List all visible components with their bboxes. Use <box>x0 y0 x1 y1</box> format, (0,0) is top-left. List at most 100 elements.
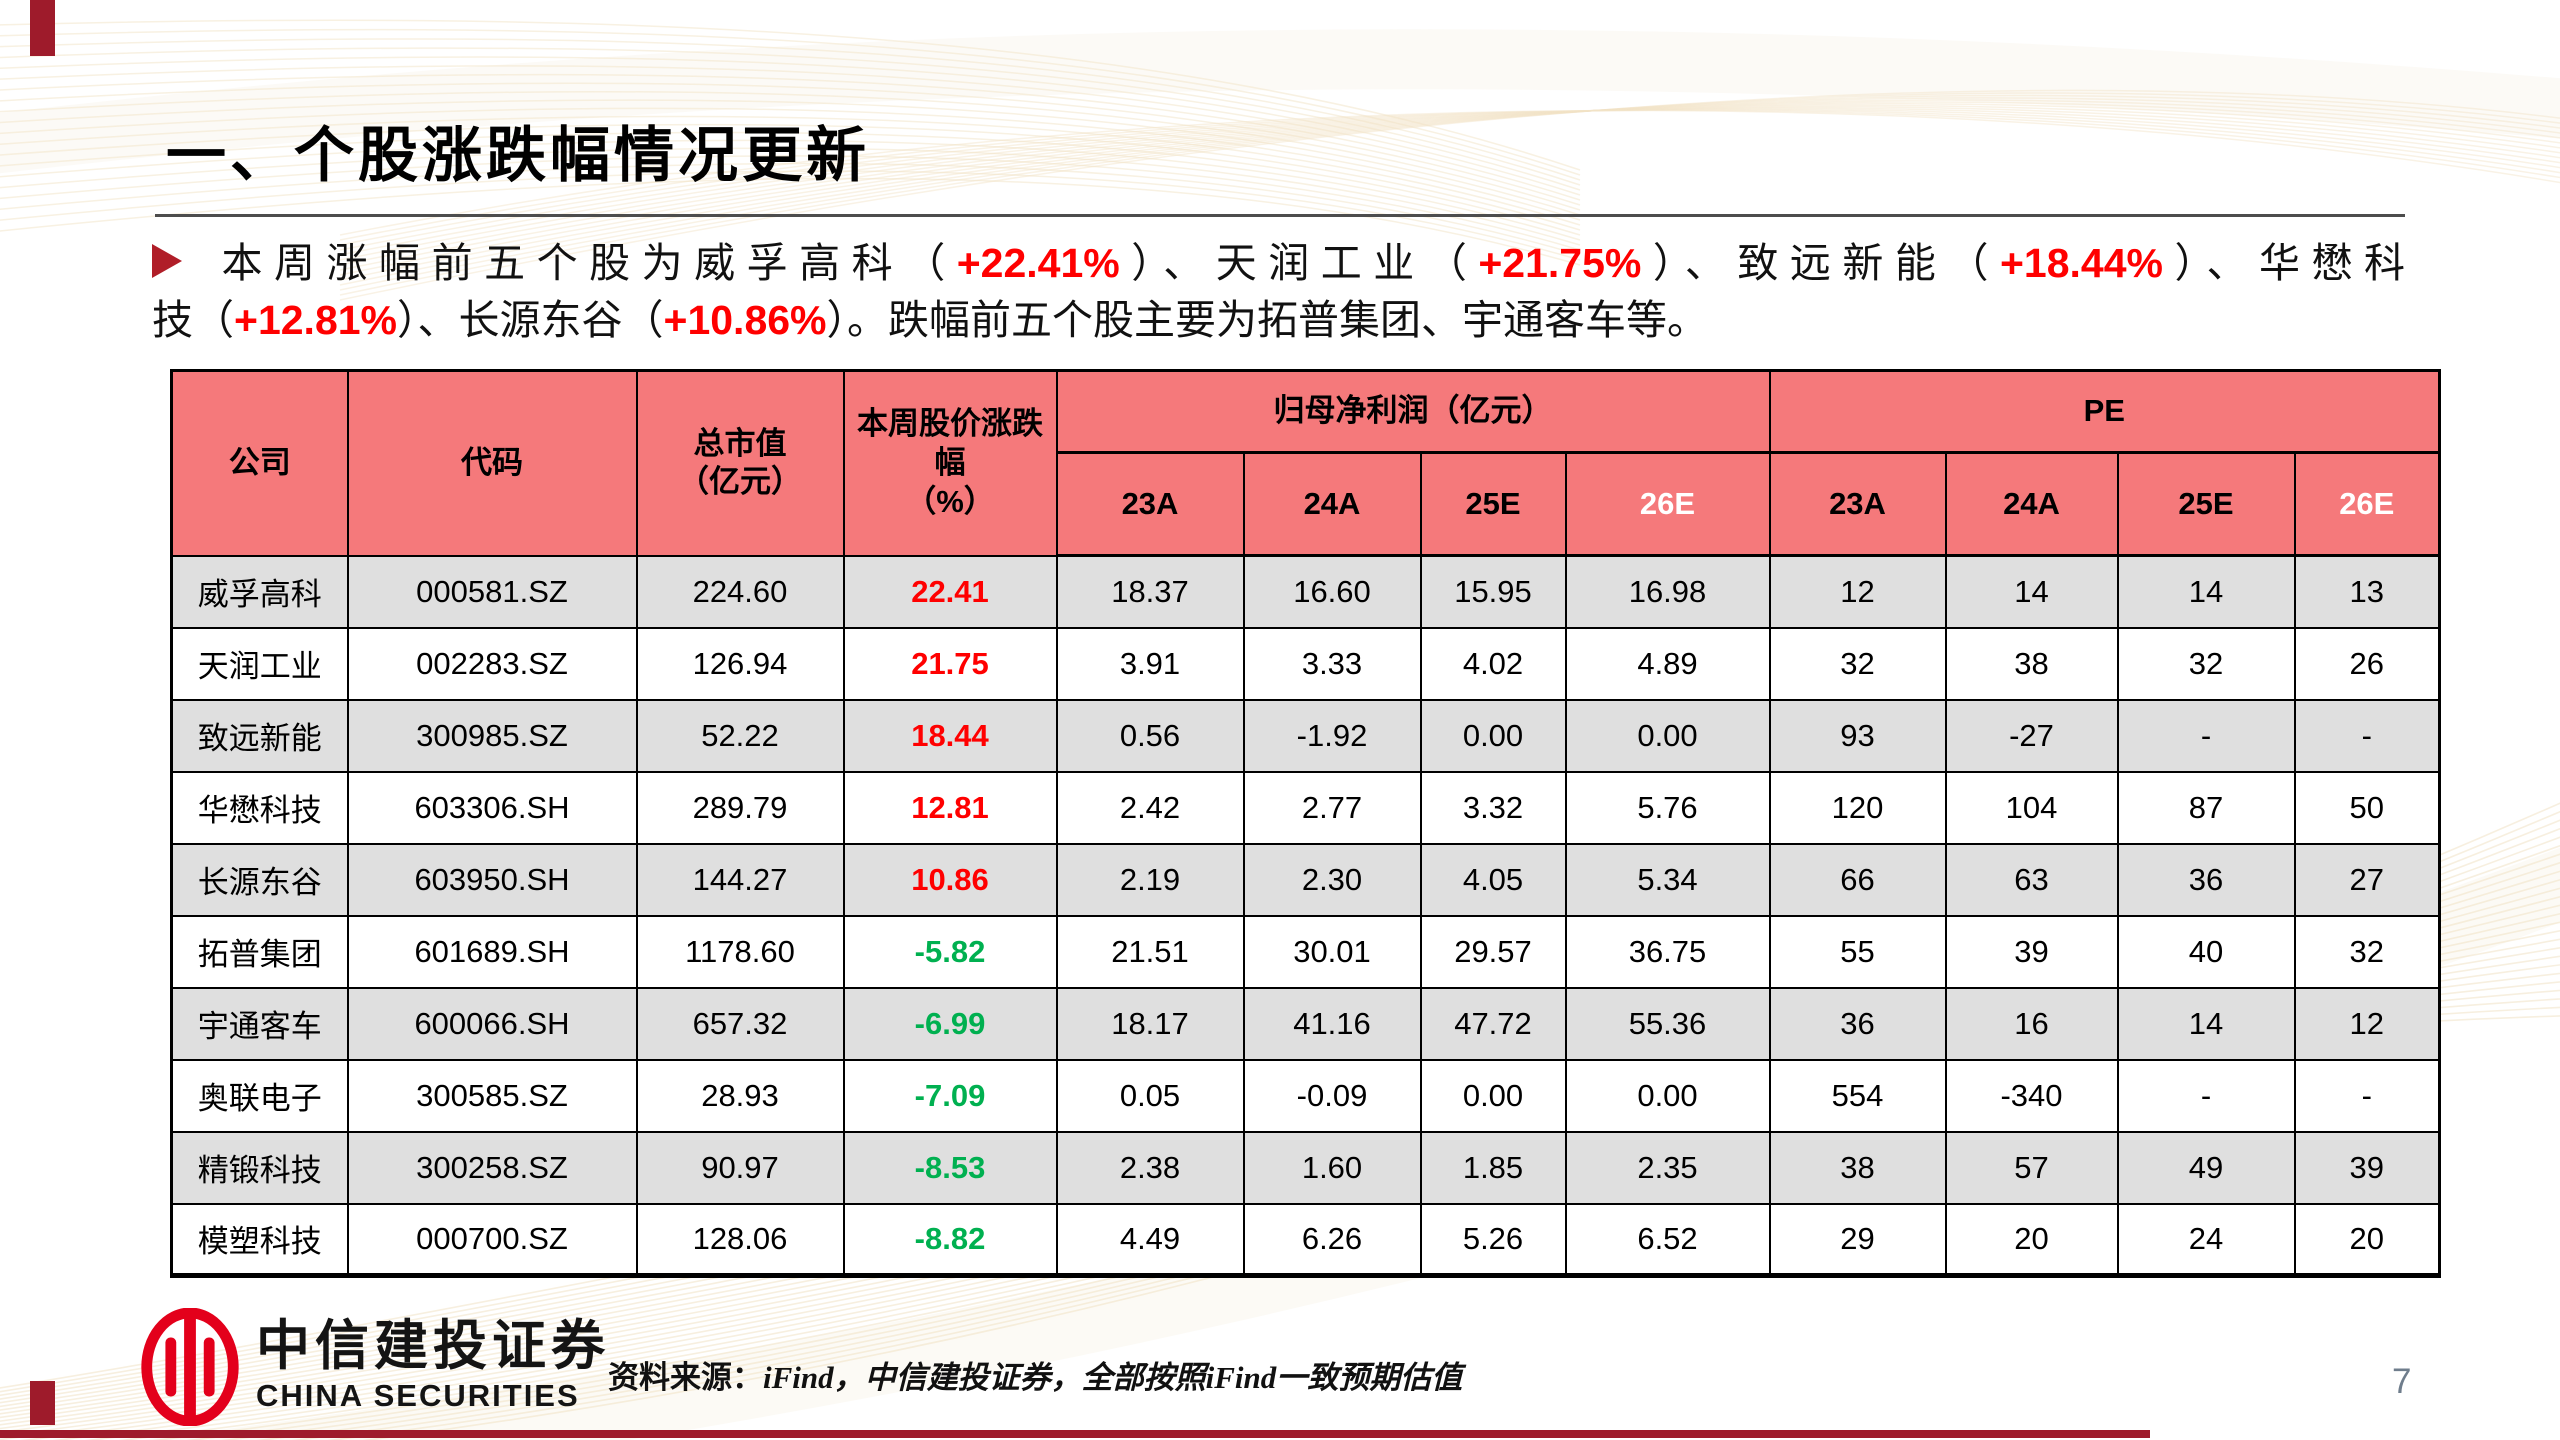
cell-code: 002283.SZ <box>346 626 638 701</box>
cell-np-26e: 6.52 <box>1564 1202 1771 1278</box>
cell-pe-23a: 36 <box>1768 986 1947 1061</box>
bottom-left-red-bar <box>30 1381 55 1425</box>
header-pe-26e: 26E <box>2293 451 2441 557</box>
header-net-profit-group: 归母净利润（亿元） <box>1055 369 1771 454</box>
cell-pe-25e: 87 <box>2116 770 2296 845</box>
cell-pe-23a: 32 <box>1768 626 1947 701</box>
top-left-red-bar <box>30 0 55 56</box>
cell-pe-24a: -340 <box>1944 1058 2119 1133</box>
data-source-label: 资料来源： <box>608 1360 763 1395</box>
cell-np-26e: 16.98 <box>1564 554 1771 629</box>
bullet-lines: 本周涨幅前五个股为威孚高科（+22.41%）、天润工业（+21.75%）、致远新… <box>152 235 2405 349</box>
cell-code: 600066.SH <box>346 986 638 1061</box>
cell-pe-25e: 40 <box>2116 914 2296 989</box>
cell-np-25e: 4.02 <box>1419 626 1567 701</box>
cell-week-change: 21.75 <box>842 626 1058 701</box>
table-row-10: 模塑科技 000700.SZ 128.06 -8.82 4.49 6.26 5.26 6.52… <box>170 1202 2441 1278</box>
cell-np-25e: 4.05 <box>1419 842 1567 917</box>
header-market-cap: 总市值 （亿元） <box>635 369 845 557</box>
cell-market-cap: 52.22 <box>635 698 845 773</box>
cell-pe-26e: 27 <box>2293 842 2441 917</box>
cell-np-25e: 3.32 <box>1419 770 1567 845</box>
cell-pe-26e: 50 <box>2293 770 2441 845</box>
cell-pe-23a: 55 <box>1768 914 1947 989</box>
table-row-6: 拓普集团 601689.SH 1178.60 -5.82 21.51 30.01 29.57… <box>170 914 2441 989</box>
cell-np-24a: 16.60 <box>1242 554 1422 629</box>
cell-company: 奥联电子 <box>170 1058 349 1133</box>
cell-pe-23a: 12 <box>1768 554 1947 629</box>
cell-pe-24a: 16 <box>1944 986 2119 1061</box>
cell-np-24a: -1.92 <box>1242 698 1422 773</box>
cell-pe-26e: 32 <box>2293 914 2441 989</box>
cell-pe-25e: 14 <box>2116 554 2296 629</box>
cell-pe-25e: - <box>2116 698 2296 773</box>
cell-company: 威孚高科 <box>170 554 349 629</box>
cell-np-26e: 5.76 <box>1564 770 1771 845</box>
cell-np-24a: 2.77 <box>1242 770 1422 845</box>
bullet-line-2: 技（+12.81%）、长源东谷（+10.86%）。跌幅前五个股主要为拓普集团、宇… <box>152 292 2405 349</box>
bullet-text: ）、华懋科 <box>2162 240 2406 286</box>
header-week-change-line2: （%） <box>905 483 995 519</box>
cell-week-change: -5.82 <box>842 914 1058 989</box>
cell-np-23a: 2.38 <box>1055 1130 1245 1205</box>
cell-code: 603950.SH <box>346 842 638 917</box>
cell-week-change: -6.99 <box>842 986 1058 1061</box>
cell-pe-25e: 49 <box>2116 1130 2296 1205</box>
cell-company: 宇通客车 <box>170 986 349 1061</box>
cell-market-cap: 144.27 <box>635 842 845 917</box>
bullet-text: ）。跌幅前五个股主要为拓普集团、宇通客车等。 <box>826 297 1709 343</box>
cell-pe-26e: 39 <box>2293 1130 2441 1205</box>
cell-market-cap: 289.79 <box>635 770 845 845</box>
cell-week-change: 18.44 <box>842 698 1058 773</box>
bullet-text: ）、致远新能（ <box>1641 240 2000 286</box>
cell-np-25e: 5.26 <box>1419 1202 1567 1278</box>
header-pe-25e: 25E <box>2116 451 2296 557</box>
cell-week-change: 12.81 <box>842 770 1058 845</box>
cell-pe-23a: 93 <box>1768 698 1947 773</box>
logo-name-english: CHINA SECURITIES <box>256 1378 580 1413</box>
table-row-2: 天润工业 002283.SZ 126.94 21.75 3.91 3.33 4.02 4.89… <box>170 626 2441 701</box>
cell-code: 000581.SZ <box>346 554 638 629</box>
cell-pe-25e: 32 <box>2116 626 2296 701</box>
cell-code: 300585.SZ <box>346 1058 638 1133</box>
cell-pe-23a: 554 <box>1768 1058 1947 1133</box>
cell-np-25e: 0.00 <box>1419 698 1567 773</box>
cell-np-23a: 2.19 <box>1055 842 1245 917</box>
stock-table: 公司 代码 总市值 （亿元） 本周股价涨跌幅 （%） 归母净利润（亿元） PE … <box>170 369 2442 1278</box>
cell-np-26e: 2.35 <box>1564 1130 1771 1205</box>
cell-pe-24a: -27 <box>1944 698 2119 773</box>
cell-pe-23a: 29 <box>1768 1202 1947 1278</box>
header-np-23a: 23A <box>1055 451 1245 557</box>
page-number: 7 <box>2392 1362 2412 1401</box>
bullet-text: ）、长源东谷（ <box>397 297 664 343</box>
table-header: 公司 代码 总市值 （亿元） 本周股价涨跌幅 （%） 归母净利润（亿元） PE … <box>170 369 2441 557</box>
pct-change-value: +21.75% <box>1478 240 1642 286</box>
cell-np-26e: 4.89 <box>1564 626 1771 701</box>
cell-pe-26e: - <box>2293 698 2441 773</box>
cell-np-26e: 5.34 <box>1564 842 1771 917</box>
bullet-text: 技（ <box>152 297 234 343</box>
cell-week-change: -8.53 <box>842 1130 1058 1205</box>
header-week-change-line1: 本周股价涨跌幅 <box>857 406 1043 480</box>
cell-np-24a: 41.16 <box>1242 986 1422 1061</box>
cell-market-cap: 126.94 <box>635 626 845 701</box>
data-source-detail: iFind，中信建投证券，全部按照iFind一致预期估值 <box>763 1360 1463 1395</box>
bottom-red-strip <box>0 1430 2150 1438</box>
header-code: 代码 <box>346 369 638 557</box>
cell-week-change: 10.86 <box>842 842 1058 917</box>
cell-np-26e: 0.00 <box>1564 698 1771 773</box>
cell-market-cap: 657.32 <box>635 986 845 1061</box>
cell-np-24a: 3.33 <box>1242 626 1422 701</box>
cell-market-cap: 224.60 <box>635 554 845 629</box>
cell-np-25e: 1.85 <box>1419 1130 1567 1205</box>
cell-code: 601689.SH <box>346 914 638 989</box>
citic-oval-emblem-icon <box>141 1308 239 1426</box>
cell-np-24a: 1.60 <box>1242 1130 1422 1205</box>
table-row-5: 长源东谷 603950.SH 144.27 10.86 2.19 2.30 4.05 5.34… <box>170 842 2441 917</box>
header-pe-24a: 24A <box>1944 451 2119 557</box>
cell-code: 603306.SH <box>346 770 638 845</box>
cell-np-24a: 2.30 <box>1242 842 1422 917</box>
cell-market-cap: 90.97 <box>635 1130 845 1205</box>
pct-change-value: +12.81% <box>234 297 397 343</box>
cell-pe-24a: 63 <box>1944 842 2119 917</box>
